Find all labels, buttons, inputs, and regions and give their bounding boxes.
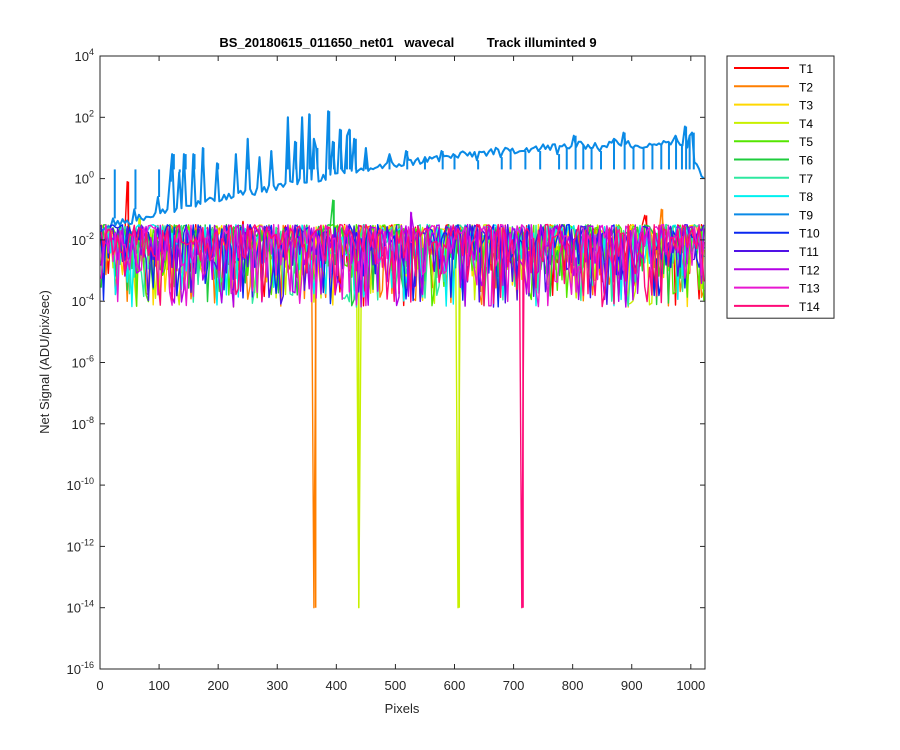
series-line-T11 <box>100 223 705 308</box>
legend-label: T5 <box>799 135 813 149</box>
x-tick-label-200: 200 <box>207 678 229 693</box>
y-tick-label--6: 10-6 <box>72 354 94 371</box>
y-tick-label--16: 10-16 <box>67 660 94 677</box>
legend-item-T6: T6 <box>734 154 813 168</box>
y-tick-label--12: 10-12 <box>67 537 94 554</box>
legend-label: T8 <box>799 190 813 204</box>
x-tick-label-900: 900 <box>621 678 643 693</box>
legend-item-T7: T7 <box>734 172 813 186</box>
legend: T1 T2 T3 T4 T5 T6 T7 T8 T9 T10 T11 T12 T13 T14 <box>726 55 835 319</box>
legend-item-T9: T9 <box>734 208 813 222</box>
x-tick-label-1000: 1000 <box>676 678 705 693</box>
legend-box <box>726 55 835 319</box>
x-tick-label-400: 400 <box>325 678 347 693</box>
x-tick-label-800: 800 <box>562 678 584 693</box>
legend-item-T8: T8 <box>734 190 813 204</box>
x-ticks: 0 100 200 300 400 500 600 700 800 900 1000 <box>96 56 705 693</box>
x-tick-label-600: 600 <box>444 678 466 693</box>
legend-label: T4 <box>799 117 813 131</box>
series-line-T14 <box>100 223 705 609</box>
legend-label: T11 <box>799 245 819 259</box>
legend-label: T12 <box>799 263 820 277</box>
legend-label: T14 <box>799 300 820 314</box>
y-tick-label-4: 104 <box>75 47 94 64</box>
y-axis-label: Net Signal (ADU/pix/sec) <box>37 290 52 434</box>
legend-item-T2: T2 <box>734 80 813 94</box>
plot-area: 0 100 200 300 400 500 600 700 800 900 100010410210… <box>67 47 706 693</box>
x-tick-label-100: 100 <box>148 678 170 693</box>
series-T14 <box>100 223 705 609</box>
legend-item-T11: T11 <box>734 245 819 259</box>
legend-item-T13: T13 <box>734 282 820 296</box>
legend-item-T5: T5 <box>734 135 813 149</box>
y-ticks: 104 102 100 10-2 10-4 10-6 10-8 10-10 10-12 10-14… <box>67 47 705 677</box>
y-tick-label-0: 100 <box>75 170 94 187</box>
legend-label: T2 <box>799 80 813 94</box>
legend-label: T13 <box>799 282 820 296</box>
chart-title: BS_20180615_011650_net01 wavecal Track i… <box>219 35 596 50</box>
legend-label: T6 <box>799 154 813 168</box>
legend-label: T7 <box>799 172 813 186</box>
y-tick-label--10: 10-10 <box>67 476 94 493</box>
plot-background <box>100 56 705 669</box>
y-tick-label--2: 10-2 <box>72 231 94 248</box>
y-tick-label--4: 10-4 <box>72 292 94 309</box>
x-axis-label: Pixels <box>385 701 420 716</box>
series-T9 <box>100 110 705 232</box>
legend-label: T9 <box>799 208 813 222</box>
legend-item-T4: T4 <box>734 117 813 131</box>
y-tick-label--8: 10-8 <box>72 415 94 432</box>
x-tick-label-500: 500 <box>385 678 407 693</box>
legend-item-T14: T14 <box>734 300 820 314</box>
x-tick-label-700: 700 <box>503 678 525 693</box>
series-T11 <box>100 223 705 308</box>
x-tick-label-0: 0 <box>96 678 103 693</box>
legend-item-T1: T1 <box>734 62 813 76</box>
legend-item-T12: T12 <box>734 263 820 277</box>
legend-label: T10 <box>799 227 820 241</box>
legend-label: T3 <box>799 99 813 113</box>
y-tick-label--14: 10-14 <box>67 599 94 616</box>
legend-item-T3: T3 <box>734 99 813 113</box>
x-tick-label-300: 300 <box>266 678 288 693</box>
y-tick-label-2: 102 <box>75 108 94 125</box>
series-line-T9 <box>100 110 705 232</box>
legend-item-T10: T10 <box>734 227 820 241</box>
legend-label: T1 <box>799 62 813 76</box>
